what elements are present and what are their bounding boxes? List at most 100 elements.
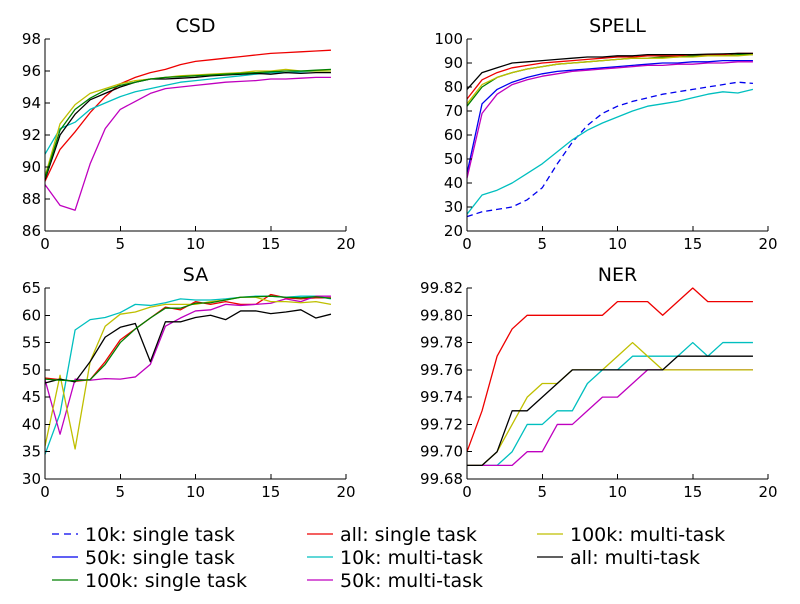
legend-label: 50k: multi-task — [340, 570, 483, 592]
sa-x-tick-label: 5 — [115, 483, 125, 501]
spell-series-10k-multi-task — [466, 88, 754, 215]
spell-x-tick-label: 5 — [537, 235, 547, 253]
spell-series-10k-single-task — [466, 81, 754, 218]
spell-x-tick-label: 20 — [758, 235, 777, 253]
sa-series-all-single-task — [44, 293, 331, 382]
csd-series-50k-multi-task — [44, 76, 331, 211]
spell-y-tick-label: 20 — [444, 222, 463, 240]
spell-series-all-multi-task — [466, 52, 753, 90]
spell-y-tick-label: 30 — [444, 198, 463, 216]
legend-item-50k-multi-task: 50k: multi-task — [307, 570, 483, 592]
csd-x-tick-label: 15 — [261, 235, 280, 253]
ner-y-tick-label: 99.80 — [420, 306, 463, 324]
ner-y-tick-label: 99.72 — [420, 415, 463, 433]
sa-y-tick-label: 45 — [22, 388, 41, 406]
spell-y-tick-label: 90 — [444, 54, 463, 72]
sa-y-tick-label: 40 — [22, 415, 41, 433]
csd-y-tick-label: 92 — [22, 126, 41, 144]
spell-series-50k-multi-task — [466, 61, 753, 179]
sa-y-tick-label: 60 — [22, 306, 41, 324]
sa-title: SA — [183, 264, 208, 286]
sa-y-tick-label: 35 — [22, 443, 41, 461]
csd-title: CSD — [176, 15, 216, 37]
csd-series-100k-multi-task — [44, 68, 331, 177]
spell-title: SPELL — [589, 15, 646, 37]
legend-item-all-single-task: all: single task — [307, 524, 477, 546]
sa-series-all-multi-task — [44, 309, 332, 384]
spell-series-50k-single-task — [466, 59, 753, 174]
csd-y-tick-label: 94 — [22, 94, 41, 112]
csd-y-tick-label: 86 — [22, 222, 41, 240]
spell-y-tick-label: 60 — [444, 126, 463, 144]
sa-y-tick-label: 55 — [22, 334, 41, 352]
legend-label: 10k: multi-task — [340, 547, 483, 569]
csd-series-100k-single-task — [44, 68, 331, 179]
csd-series-all-single-task — [44, 49, 331, 182]
ner-series-all-single-task — [466, 287, 753, 452]
legend-item-100k-single-task: 100k: single task — [52, 570, 247, 592]
spell-y-tick-label: 100 — [434, 30, 463, 48]
spell-series-100k-multi-task — [466, 53, 754, 105]
csd-x-tick-label: 0 — [40, 235, 50, 253]
legend-item-50k-single-task: 50k: single task — [52, 547, 235, 569]
legend-label: all: multi-task — [570, 547, 700, 569]
spell-x-tick-label: 15 — [683, 235, 702, 253]
csd-series-all-multi-task — [44, 71, 331, 181]
spell-y-tick-label: 70 — [444, 102, 463, 120]
sa-x-tick-label: 20 — [336, 483, 355, 501]
ner-title: NER — [598, 264, 637, 286]
legend-label: 100k: multi-task — [570, 524, 725, 546]
ner-y-tick-label: 99.82 — [420, 279, 463, 297]
csd-y-tick-label: 90 — [22, 158, 41, 176]
sa-y-tick-label: 65 — [22, 279, 41, 297]
csd-panel: CSD 0 5 10 15 20 86 88 90 92 94 96 98 — [22, 15, 356, 253]
legend-label: all: single task — [340, 524, 477, 546]
legend-item-all-multi-task: all: multi-task — [537, 547, 700, 569]
legend-item-100k-multi-task: 100k: multi-task — [537, 524, 725, 546]
legend: 10k: single task all: single task 100k: mu… — [52, 524, 725, 592]
ner-panel: NER 0 5 10 15 20 99.68 99.70 99.72 99.74 99.76 99.7… — [420, 264, 778, 501]
sa-series-100k-single-task — [44, 295, 332, 382]
ner-x-tick-label: 0 — [462, 483, 472, 501]
csd-x-tick-label: 5 — [115, 235, 125, 253]
csd-y-tick-label: 96 — [22, 62, 41, 80]
ner-y-tick-label: 99.76 — [420, 361, 463, 379]
sa-series-100k-multi-task — [44, 296, 332, 450]
ner-x-tick-label: 20 — [758, 483, 777, 501]
spell-series-100k-single-task — [466, 53, 753, 107]
ner-series-10k-multi-task — [467, 341, 753, 467]
sa-x-tick-label: 10 — [186, 483, 205, 501]
spell-y-tick-label: 50 — [444, 150, 463, 168]
legend-item-10k-single-task: 10k: single task — [52, 524, 235, 546]
csd-series-10k-multi-task — [44, 70, 331, 155]
ner-x-tick-label: 15 — [683, 483, 702, 501]
sa-x-tick-label: 0 — [40, 483, 50, 501]
sa-panel: SA 0 5 10 15 20 30 35 40 45 50 55 60 65 — [22, 264, 356, 501]
ner-y-tick-label: 99.74 — [420, 388, 463, 406]
spell-panel: SPELL 0 5 10 15 20 20 30 40 50 60 70 80 90 100 — [434, 15, 777, 253]
ner-series-all-multi-task — [467, 355, 753, 467]
legend-item-10k-multi-task: 10k: multi-task — [307, 547, 483, 569]
sa-x-tick-label: 15 — [261, 483, 280, 501]
ner-x-tick-label: 5 — [537, 483, 547, 501]
ner-series-100k-multi-task — [467, 341, 753, 467]
spell-x-tick-label: 10 — [608, 235, 627, 253]
sa-y-tick-label: 30 — [22, 470, 41, 488]
ner-y-tick-label: 99.78 — [420, 334, 463, 352]
ner-x-tick-label: 10 — [608, 483, 627, 501]
spell-x-tick-label: 0 — [462, 235, 472, 253]
csd-y-tick-label: 88 — [22, 190, 41, 208]
csd-x-tick-label: 10 — [186, 235, 205, 253]
csd-x-tick-label: 20 — [336, 235, 355, 253]
legend-label: 50k: single task — [85, 547, 235, 569]
sa-series-50k-multi-task — [44, 295, 331, 435]
spell-y-tick-label: 40 — [444, 174, 463, 192]
ner-y-tick-label: 99.68 — [420, 470, 463, 488]
ner-y-tick-label: 99.70 — [420, 443, 463, 461]
sa-y-tick-label: 50 — [22, 361, 41, 379]
legend-label: 100k: single task — [85, 570, 247, 592]
legend-label: 10k: single task — [85, 524, 235, 546]
spell-y-tick-label: 80 — [444, 78, 463, 96]
